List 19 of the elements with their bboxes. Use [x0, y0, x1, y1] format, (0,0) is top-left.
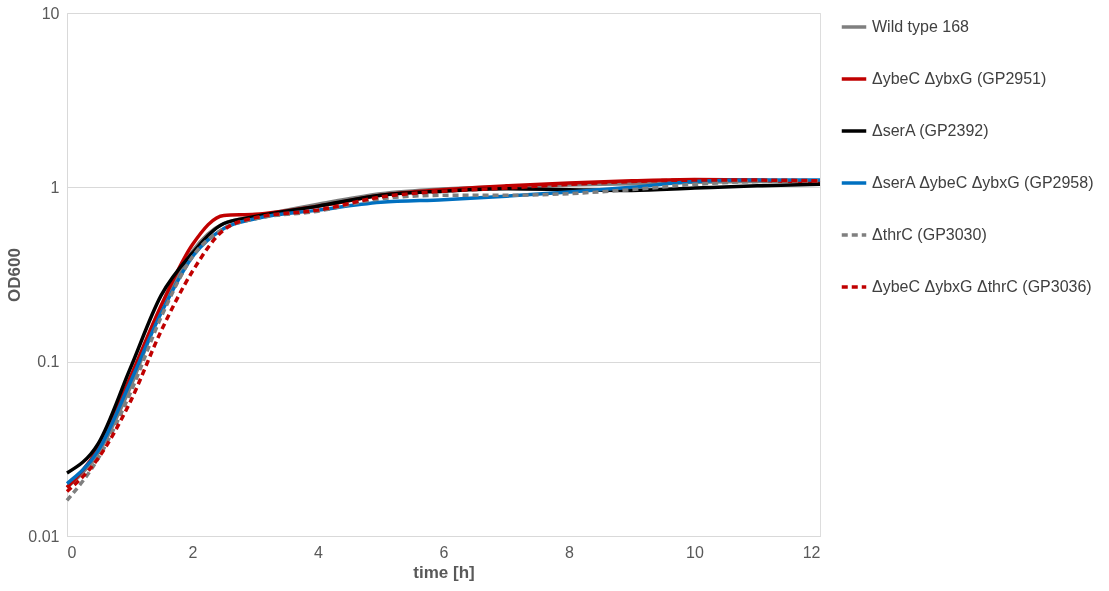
x-axis-title: time [h]	[413, 562, 475, 582]
x-tick-label: 0	[67, 543, 77, 561]
legend-label: Wild type 168	[872, 18, 970, 35]
legend-label: ΔybeC ΔybxG (GP2951)	[872, 70, 1047, 87]
legend-label: ΔserA (GP2392)	[872, 122, 989, 139]
y-tick-label: 10	[41, 4, 60, 22]
legend-label: ΔserA ΔybeC ΔybxG (GP2958)	[872, 174, 1094, 191]
y-axis-title: OD600	[5, 248, 25, 302]
x-tick-label: 2	[188, 543, 198, 561]
y-tick-label: 0.01	[28, 527, 60, 545]
x-tick-label: 4	[314, 543, 324, 561]
x-tick-label: 12	[802, 543, 821, 561]
legend-label: ΔthrC (GP3030)	[872, 226, 987, 243]
legend-label: ΔybeC ΔybxG ΔthrC (GP3036)	[872, 278, 1092, 295]
x-tick-label: 6	[439, 543, 449, 561]
y-tick-label: 1	[50, 178, 60, 196]
x-tick-label: 10	[686, 543, 704, 561]
x-tick-label: 8	[565, 543, 575, 561]
y-tick-label: 0.1	[37, 353, 60, 371]
